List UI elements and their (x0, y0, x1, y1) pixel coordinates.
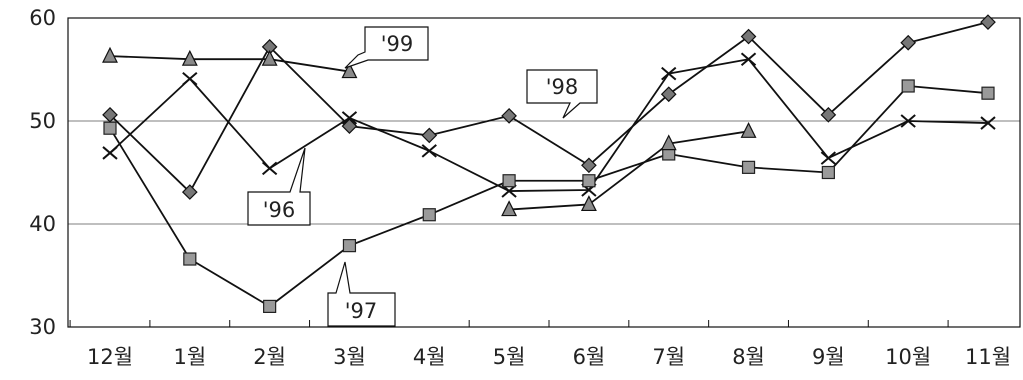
data-point-98 (740, 28, 757, 45)
plot-frame (67, 17, 1021, 328)
x-tick-label: 7월 (652, 345, 685, 369)
data-point-96 (182, 72, 198, 86)
data-point-99 (501, 200, 518, 217)
data-point-98 (102, 106, 118, 123)
series-label-99: '99 (381, 32, 414, 56)
data-point-98 (900, 34, 917, 51)
data-point-97 (422, 208, 436, 222)
data-point-98 (181, 184, 198, 200)
data-point-97 (502, 174, 516, 188)
series-99 (102, 46, 757, 217)
callout-layer: '96 '97 '98 '99 (247, 26, 598, 327)
series-line (109, 21, 989, 193)
data-point-97 (183, 252, 197, 266)
x-tick-label: 12월 (87, 345, 133, 369)
data-point-96 (261, 161, 278, 176)
data-point-97 (981, 86, 995, 100)
series-label-97: '97 (345, 299, 378, 323)
x-tick-label: 9월 (812, 345, 845, 369)
data-point-99 (740, 121, 757, 138)
x-marker (261, 161, 278, 176)
series-98 (102, 14, 996, 200)
data-point-98 (660, 86, 677, 103)
series-callout-96: '96 (247, 147, 311, 226)
x-tick-label: 4월 (413, 345, 446, 369)
data-point-98 (341, 118, 358, 134)
data-point-99 (181, 49, 198, 66)
series-line (109, 85, 989, 308)
data-point-96 (421, 144, 437, 158)
series-line (509, 130, 749, 211)
data-point-99 (341, 62, 358, 79)
data-point-99 (580, 195, 597, 212)
x-marker (182, 72, 198, 86)
y-tick-label-40: 40 (29, 212, 56, 236)
x-marker (421, 144, 437, 158)
data-point-98 (581, 157, 597, 174)
x-tick-label: 2월 (253, 345, 286, 369)
series-callout-97: '97 (327, 261, 396, 327)
data-point-96 (980, 116, 996, 130)
x-marker (900, 114, 916, 128)
x-tick-label: 10월 (885, 345, 931, 369)
data-point-98 (421, 127, 438, 144)
x-tick-label: 6월 (573, 345, 606, 369)
data-point-97 (741, 160, 756, 174)
x-marker (980, 116, 996, 130)
data-point-98 (820, 106, 837, 123)
data-point-98 (501, 108, 517, 124)
data-point-99 (102, 46, 118, 63)
data-point-96 (102, 146, 118, 160)
data-point-96 (900, 114, 916, 128)
series-callout-99: '99 (344, 26, 429, 69)
x-marker (102, 146, 118, 160)
data-point-97 (103, 121, 117, 135)
data-point-96 (661, 66, 677, 81)
x-tick-label: 5월 (493, 345, 526, 369)
x-tick-label: 8월 (732, 345, 765, 369)
x-marker (740, 52, 757, 66)
data-point-97 (263, 299, 277, 313)
data-point-96 (740, 52, 757, 66)
x-tick-label: 3월 (333, 345, 366, 369)
x-marker (820, 151, 837, 165)
series-label-96: '96 (263, 198, 296, 222)
data-point-99 (660, 134, 677, 151)
series-line (109, 58, 989, 192)
y-tick-label-50: 50 (29, 109, 56, 133)
data-point-97 (901, 79, 915, 93)
data-point-97 (821, 165, 835, 180)
series-line (109, 55, 350, 73)
series-97 (103, 79, 995, 313)
series-label-98: '98 (546, 75, 579, 99)
data-point-97 (342, 239, 357, 253)
axis-layer: 30 40 50 60 12월 1월 2월 3월 4월 5월 6월 7월 8월 9월 10월 11월 (29, 6, 1021, 369)
data-point-98 (980, 14, 996, 30)
data-point-97 (582, 174, 596, 188)
x-tick-label: 11월 (965, 345, 1011, 369)
data-point-99 (261, 49, 278, 66)
series-layer (102, 14, 996, 313)
y-tick-label-30: 30 (29, 315, 56, 339)
series-callout-98: '98 (526, 69, 598, 119)
x-marker (661, 66, 677, 81)
y-tick-label-60: 60 (29, 6, 56, 30)
data-point-96 (820, 151, 837, 165)
x-tick-label: 1월 (173, 345, 206, 369)
